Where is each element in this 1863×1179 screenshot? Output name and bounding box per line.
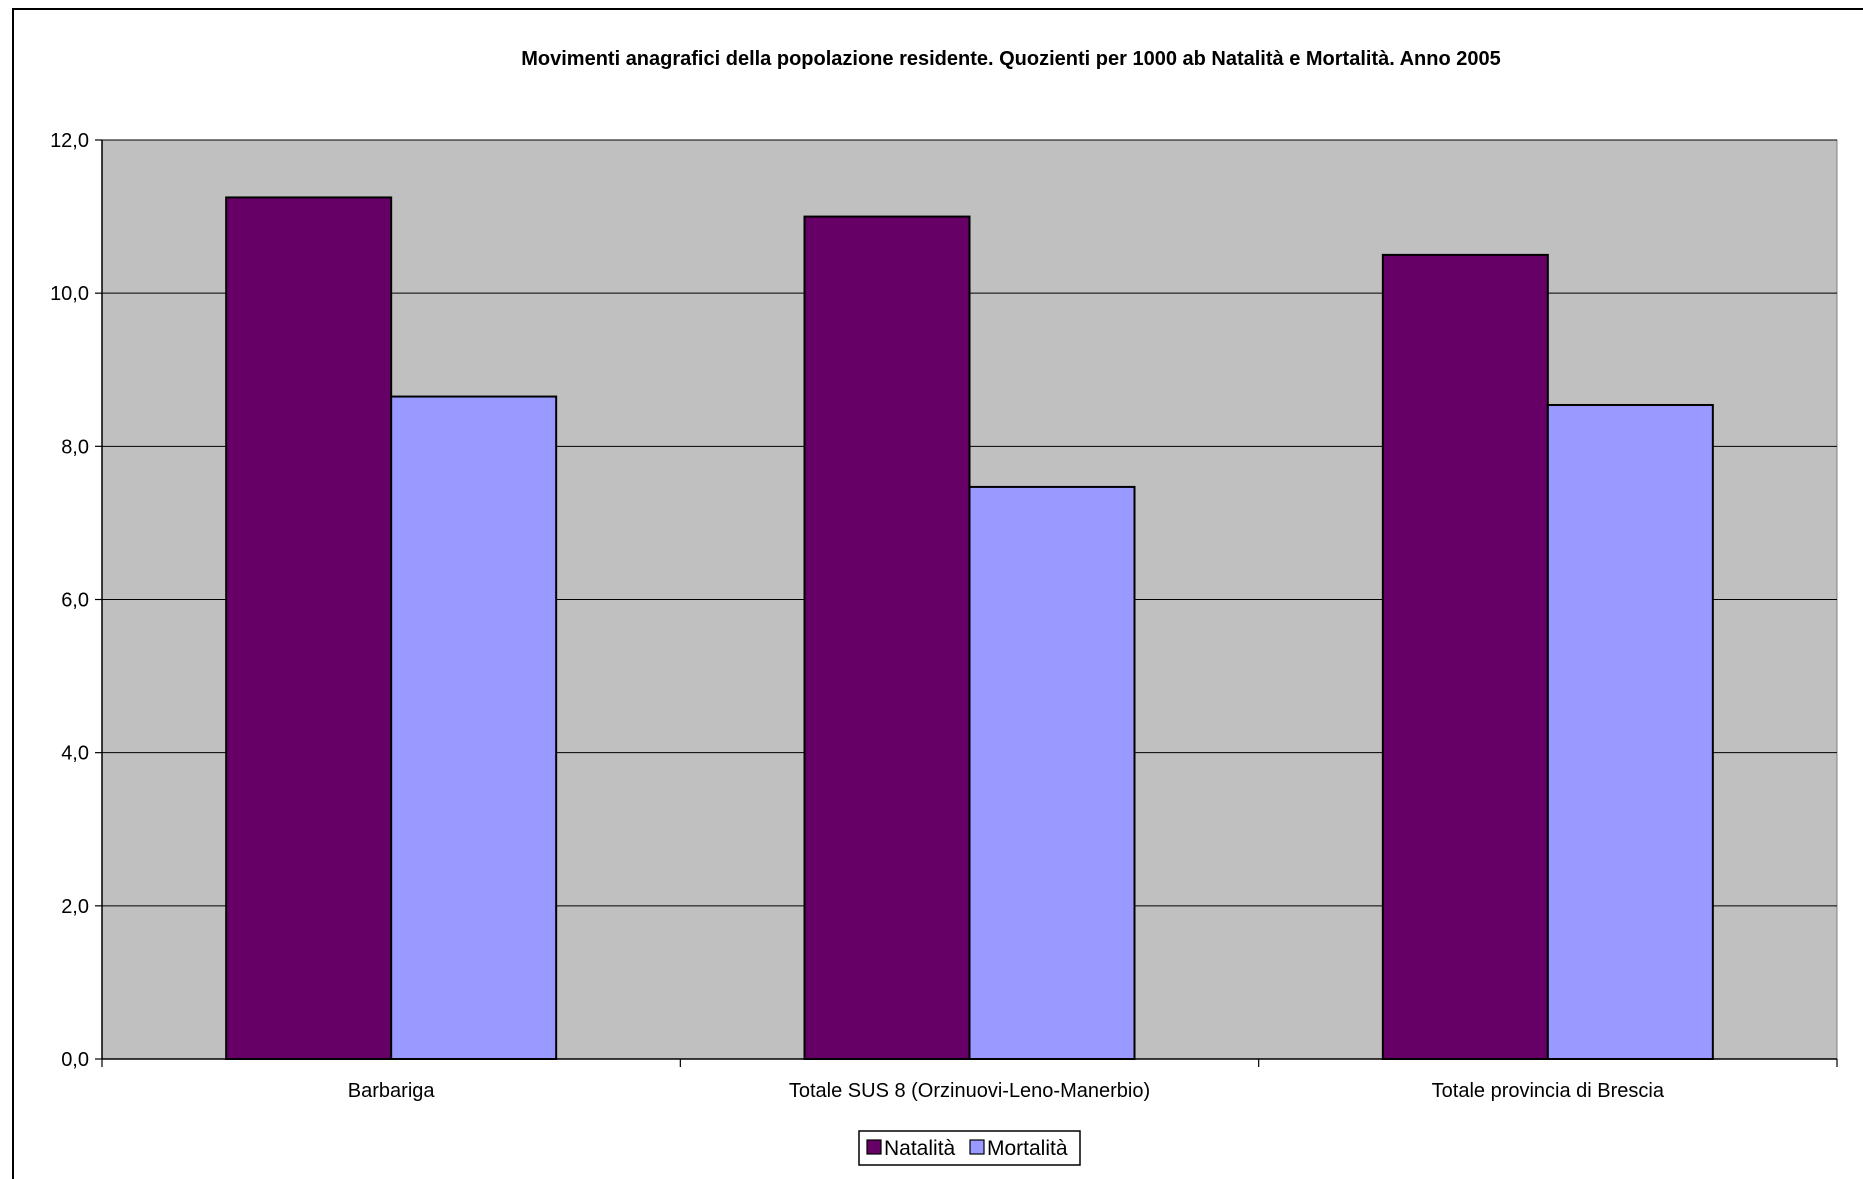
bar-natalita [803,215,971,1061]
bar-natalita [225,196,393,1060]
x-tick-label: Totale provincia di Brescia [1432,1080,1665,1102]
bar-natalita [1381,253,1549,1060]
y-tick-label: 12,0 [50,130,89,152]
y-tick-label: 2,0 [61,896,89,918]
bar-mortalita [1546,403,1714,1060]
y-tick-label: 0,0 [61,1049,89,1071]
x-tick-labels: Barbariga Totale SUS 8 (Orzinuovi-Leno-Ma… [348,1080,1665,1102]
x-tick-label: Barbariga [348,1080,436,1102]
y-tick-labels: 0,0 2,0 4,0 6,0 8,0 10,0 12,0 [50,130,89,1071]
legend-label-natalita: Natalità [884,1137,956,1160]
legend-swatch-natalita [866,1139,882,1155]
bars [225,196,1714,1061]
legend-swatch-mortalita [969,1139,985,1155]
y-tick-label: 6,0 [61,590,89,612]
x-tick-label: Totale SUS 8 (Orzinuovi-Leno-Manerbio) [789,1080,1150,1102]
y-tick-label: 8,0 [61,436,89,458]
bar-mortalita [390,395,558,1061]
legend-label-mortalita: Mortalità [987,1137,1068,1160]
y-tick-label: 4,0 [61,743,89,765]
legend: Natalità Mortalità [858,1130,1081,1166]
bar-mortalita [968,485,1136,1060]
y-tick-label: 10,0 [50,283,89,305]
chart-title: Movimenti anagrafici della popolazione r… [521,48,1501,70]
